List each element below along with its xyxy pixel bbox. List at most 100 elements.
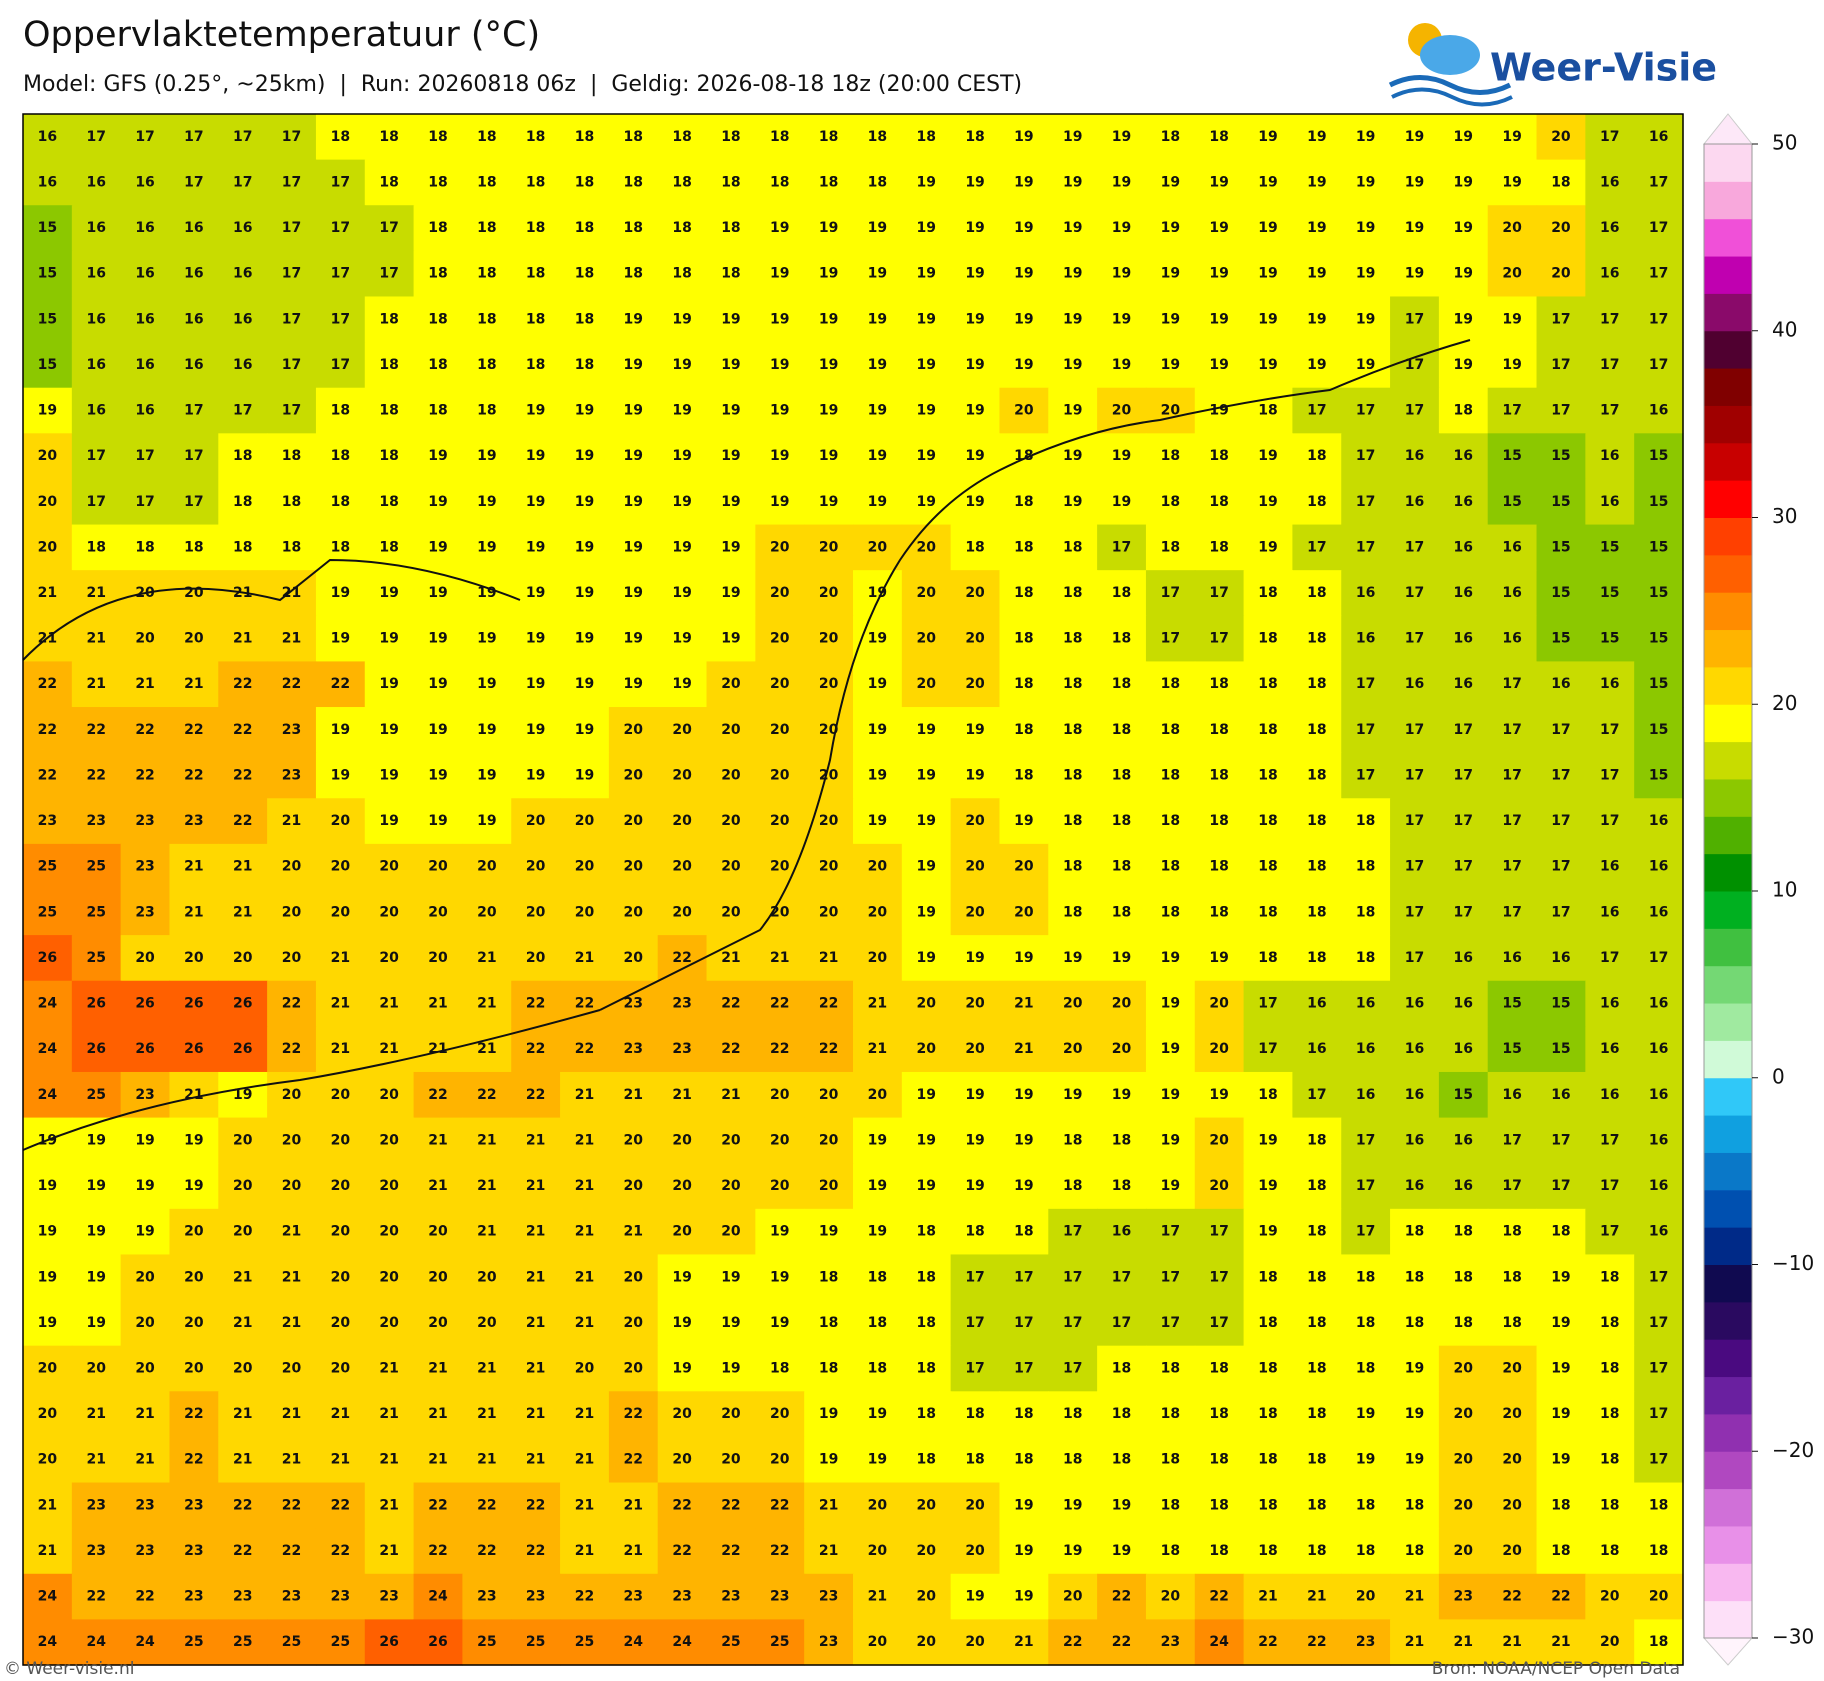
colorbar-segment <box>1704 405 1752 444</box>
temperature-label: 21 <box>868 996 887 1012</box>
temperature-label: 18 <box>428 403 447 419</box>
temperature-cell <box>755 342 805 389</box>
temperature-cell <box>1390 387 1440 434</box>
temperature-cell <box>657 935 708 982</box>
temperature-label: 19 <box>38 1178 57 1194</box>
temperature-label: 18 <box>379 448 398 464</box>
temperature-cell <box>267 1026 317 1073</box>
temperature-label: 22 <box>184 1406 203 1422</box>
temperature-cell <box>23 707 73 754</box>
temperature-label: 19 <box>1258 357 1277 373</box>
temperature-label: 20 <box>477 1315 497 1331</box>
temperature-label: 21 <box>331 1041 350 1057</box>
temperature-label: 20 <box>135 1315 155 1331</box>
temperature-label: 18 <box>379 539 398 555</box>
temperature-cell <box>608 615 659 663</box>
temperature-label: 19 <box>1551 1452 1570 1468</box>
temperature-cell <box>1585 250 1635 298</box>
temperature-label: 20 <box>282 1360 302 1376</box>
temperature-label: 19 <box>86 1269 105 1285</box>
temperature-label: 20 <box>1454 1406 1474 1422</box>
temperature-label: 18 <box>1063 904 1082 920</box>
temperature-cell <box>901 570 952 617</box>
temperature-label: 19 <box>575 767 594 783</box>
temperature-cell <box>1341 752 1391 799</box>
temperature-cell <box>1048 752 1098 799</box>
temperature-label: 22 <box>282 676 301 692</box>
temperature-label: 19 <box>526 539 545 555</box>
temperature-cell <box>511 478 561 526</box>
temperature-label: 18 <box>1063 585 1082 601</box>
temperature-cell <box>755 707 805 754</box>
temperature-cell <box>413 478 464 526</box>
colorbar-segment <box>1704 1227 1752 1265</box>
temperature-label: 18 <box>1112 722 1131 738</box>
temperature-label: 17 <box>1551 1132 1570 1148</box>
temperature-cell <box>1194 478 1245 526</box>
temperature-cell <box>1341 980 1391 1027</box>
temperature-label: 19 <box>721 311 740 327</box>
temperature-label: 19 <box>672 1269 691 1285</box>
temperature-label: 17 <box>184 448 203 464</box>
temperature-label: 16 <box>86 311 105 327</box>
temperature-label: 17 <box>1649 1360 1668 1376</box>
temperature-cell <box>1097 980 1147 1027</box>
temperature-label: 19 <box>1258 266 1277 282</box>
temperature-label: 18 <box>1502 1269 1521 1285</box>
temperature-label: 21 <box>428 1452 447 1468</box>
temperature-cell <box>560 250 610 298</box>
temperature-cell <box>1487 661 1538 708</box>
temperature-cell <box>218 296 268 343</box>
temperature-label: 19 <box>379 631 398 647</box>
temperature-cell <box>462 296 512 343</box>
temperature-cell <box>413 524 464 571</box>
temperature-label: 16 <box>1600 1087 1619 1103</box>
temperature-label: 26 <box>233 1041 252 1057</box>
temperature-cell <box>1487 752 1538 799</box>
temperature-cell <box>169 889 219 936</box>
temperature-cell <box>267 524 317 571</box>
temperature-cell <box>315 205 366 252</box>
temperature-cell <box>1585 433 1635 480</box>
temperature-cell <box>71 1026 122 1073</box>
temperature-cell <box>608 478 659 526</box>
temperature-cell <box>218 615 268 663</box>
temperature-label: 18 <box>1112 1406 1131 1422</box>
temperature-cell <box>1194 889 1245 936</box>
colorbar-extend-bottom <box>1702 1637 1754 1666</box>
temperature-cell <box>315 661 366 708</box>
temperature-cell <box>560 159 610 206</box>
temperature-label: 18 <box>1405 1497 1424 1513</box>
temperature-label: 16 <box>1502 1087 1521 1103</box>
temperature-label: 19 <box>1063 220 1082 236</box>
temperature-label: 20 <box>86 1360 106 1376</box>
temperature-cell <box>706 615 756 663</box>
colorbar-segment <box>1704 442 1752 481</box>
temperature-cell <box>1536 935 1586 982</box>
temperature-cell <box>706 752 756 799</box>
temperature-label: 20 <box>282 859 302 875</box>
temperature-label: 20 <box>916 585 936 601</box>
temperature-cell <box>1292 661 1342 708</box>
temperature-label: 15 <box>38 220 57 236</box>
temperature-label: 21 <box>282 1452 301 1468</box>
temperature-label: 16 <box>1356 1087 1375 1103</box>
temperature-label: 18 <box>1014 585 1033 601</box>
temperature-label: 21 <box>526 1315 545 1331</box>
temperature-label: 22 <box>1209 1589 1228 1605</box>
temperature-label: 19 <box>1454 357 1473 373</box>
temperature-cell <box>901 478 952 526</box>
footer-left: © Weer-visie.nl <box>4 1659 134 1679</box>
temperature-cell <box>23 752 73 799</box>
temperature-cell <box>999 752 1049 799</box>
temperature-cell <box>120 433 171 480</box>
temperature-cell <box>511 1026 561 1073</box>
temperature-label: 17 <box>1405 813 1424 829</box>
temperature-label: 25 <box>282 1634 301 1650</box>
temperature-label: 17 <box>233 174 252 190</box>
temperature-label: 19 <box>1307 220 1326 236</box>
temperature-cell <box>804 524 854 571</box>
colorbar-segment <box>1704 1413 1752 1452</box>
temperature-cell <box>364 433 415 480</box>
temperature-cell <box>1390 707 1440 754</box>
